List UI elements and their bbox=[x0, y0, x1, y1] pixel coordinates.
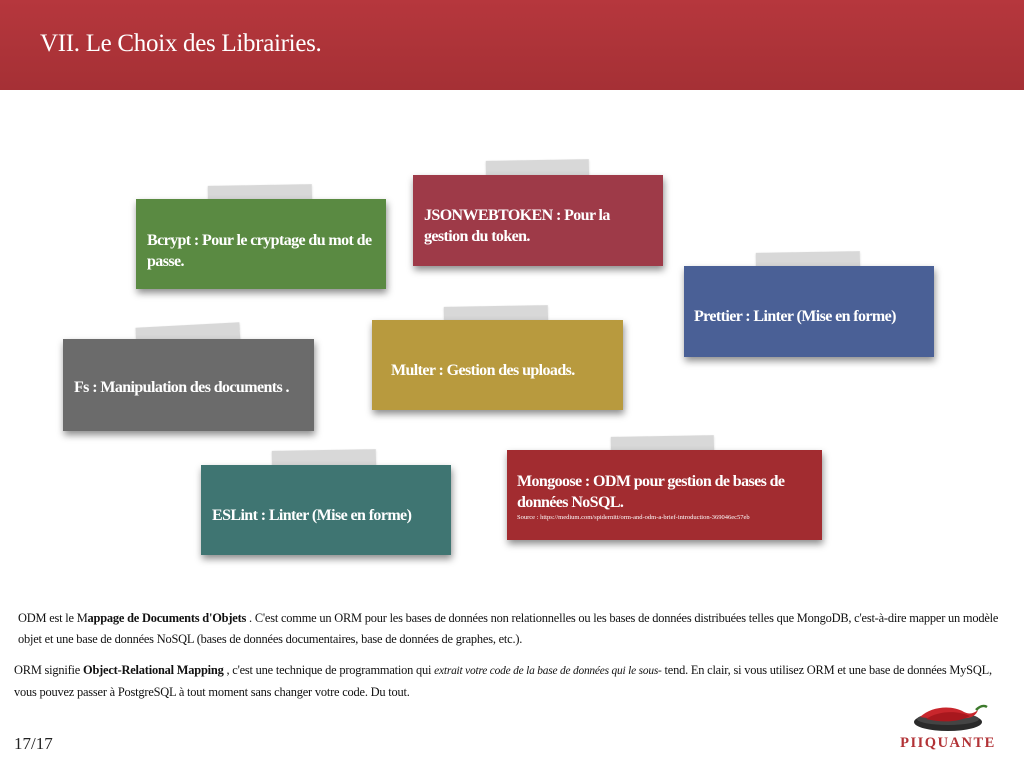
orm-paragraph: ORM signifie Object-Relational Mapping ,… bbox=[14, 663, 992, 699]
page-number: 17/17 bbox=[14, 734, 53, 753]
header-bar: VII. Le Choix des Librairies. bbox=[0, 0, 1024, 90]
note-prettier-text: Prettier : Linter (Mise en forme) bbox=[694, 308, 896, 325]
piiquante-logo: PIIQUANTE bbox=[890, 698, 1006, 756]
note-bcrypt-text: Bcrypt : Pour le cryptage du mot de pass… bbox=[147, 232, 372, 270]
page-title: VII. Le Choix des Librairies. bbox=[40, 30, 322, 57]
note-fs: Fs : Manipulation des documents . bbox=[63, 339, 314, 431]
note-multer-text: Multer : Gestion des uploads. bbox=[391, 362, 575, 379]
note-mongoose-text: Mongoose : ODM pour gestion de bases de … bbox=[517, 473, 785, 511]
note-fs-text: Fs : Manipulation des documents . bbox=[74, 379, 290, 396]
pepper-bowl-icon bbox=[914, 704, 988, 731]
note-prettier: Prettier : Linter (Mise en forme) bbox=[684, 266, 934, 357]
note-mongoose: Mongoose : ODM pour gestion de bases de … bbox=[507, 450, 822, 540]
note-mongoose-source: Source : https://medium.com/spidernitt/o… bbox=[517, 514, 750, 521]
note-jsonwebtoken: JSONWEBTOKEN : Pour la gestion du token. bbox=[413, 175, 663, 266]
note-jsonwebtoken-text: JSONWEBTOKEN : Pour la gestion du token. bbox=[424, 207, 610, 245]
note-multer: Multer : Gestion des uploads. bbox=[372, 320, 623, 410]
odm-paragraph: ODM est le Mappage de Documents d'Objets… bbox=[18, 611, 999, 646]
note-bcrypt: Bcrypt : Pour le cryptage du mot de pass… bbox=[136, 199, 386, 289]
note-eslint: ESLint : Linter (Mise en forme) bbox=[201, 465, 451, 555]
logo-text: PIIQUANTE bbox=[900, 735, 996, 751]
note-eslint-text: ESLint : Linter (Mise en forme) bbox=[212, 507, 412, 524]
